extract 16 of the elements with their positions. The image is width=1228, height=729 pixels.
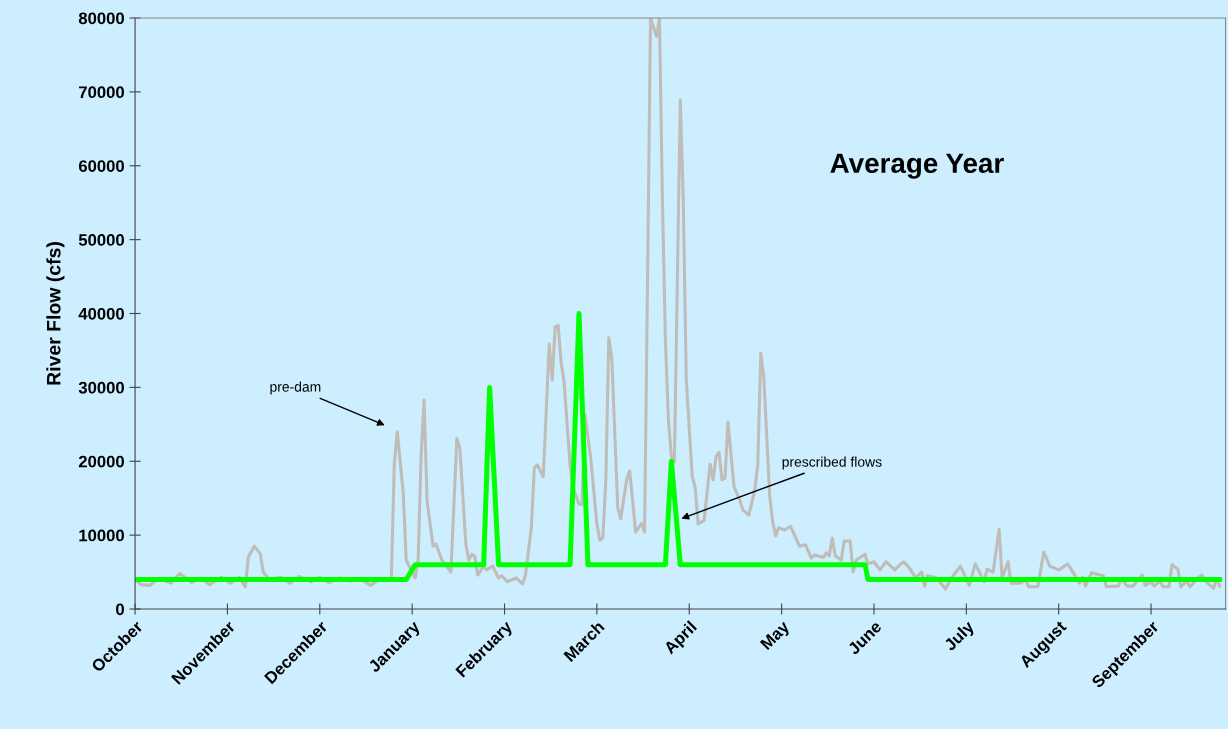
x-tick-label: May xyxy=(759,619,793,653)
y-tick-label: 50000 xyxy=(78,234,124,246)
y-tick-label: 0 xyxy=(116,603,124,616)
y-tick-label: 60000 xyxy=(78,160,124,172)
x-tick-label: July xyxy=(942,619,978,654)
text: Average Year xyxy=(830,153,1004,179)
y-tick-label: 70000 xyxy=(79,86,124,99)
annotation: prescribed flows xyxy=(782,456,882,470)
y-tick-label: 20000 xyxy=(78,455,124,468)
y-tick-label: 80000 xyxy=(78,12,124,25)
line-series xyxy=(135,18,1222,591)
y-tick-label: 30000 xyxy=(78,381,124,394)
y-tick-label: 10000 xyxy=(79,529,124,542)
annotation: pre-dam xyxy=(270,381,321,395)
y-axis-title: River Flow (cfs) xyxy=(46,242,65,385)
y-tick-label: 40000 xyxy=(78,307,124,320)
